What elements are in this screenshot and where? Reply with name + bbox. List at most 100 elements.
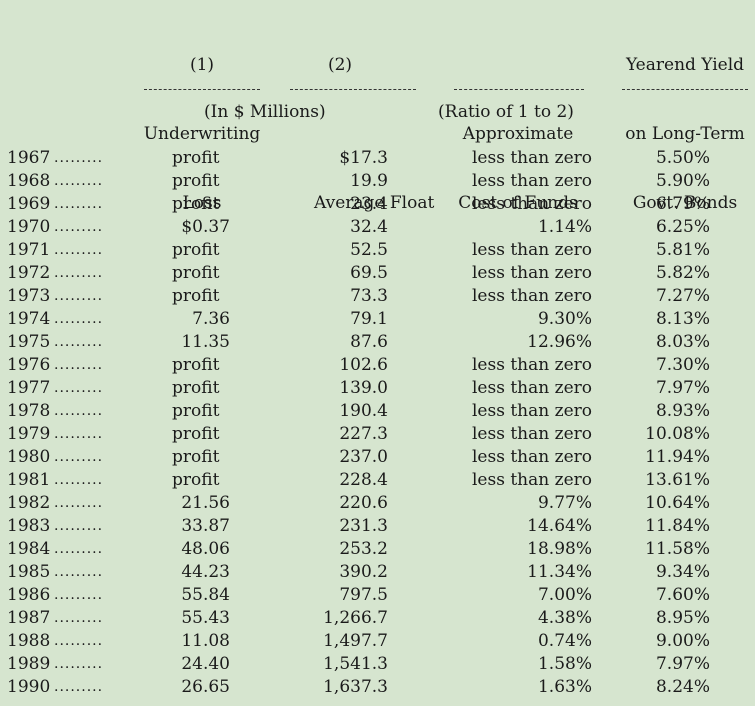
cost-of-funds-cell: less than zero <box>472 401 592 421</box>
average-float-cell: 32.4 <box>350 217 388 237</box>
table-row: 1980......... profit 237.0 less than zero 11… <box>0 446 755 469</box>
table-body: 1967......... profit $17.3 less than zero 5.… <box>0 147 755 699</box>
underwriting-loss-cell: $0.37 <box>181 217 230 237</box>
underwriting-loss-cell: 11.08 <box>181 631 230 651</box>
underwriting-loss-cell: 55.84 <box>181 585 230 605</box>
underwriting-loss-cell: profit <box>172 447 220 467</box>
header-rule-col2 <box>290 89 416 90</box>
average-float-cell: 69.5 <box>350 263 388 283</box>
header-cost-of-funds: Approximate Cost of Funds <box>440 8 596 261</box>
underwriting-loss-cell: 55.43 <box>181 608 230 628</box>
average-float-cell: 190.4 <box>339 401 388 421</box>
average-float-cell: 253.2 <box>339 539 388 559</box>
average-float-cell: 390.2 <box>339 562 388 582</box>
table-row: 1969......... profit 23.4 less than zero 6.7… <box>0 193 755 216</box>
bond-yield-cell: 9.00% <box>655 631 710 651</box>
cost-of-funds-cell: 9.77% <box>537 493 592 513</box>
leader-dots: ......... <box>54 426 104 442</box>
year-cell: 1988 <box>7 631 51 651</box>
table-row: 1984......... 48.06 253.2 18.98% 11.58% <box>0 538 755 561</box>
bond-yield-cell: 8.03% <box>655 332 710 352</box>
leader-dots: ......... <box>54 679 104 695</box>
average-float-cell: 23.4 <box>350 194 388 214</box>
cost-of-funds-cell: less than zero <box>472 378 592 398</box>
table-row: 1982......... 21.56 220.6 9.77% 10.64% <box>0 492 755 515</box>
bond-yield-cell: 7.97% <box>655 654 710 674</box>
cost-of-funds-cell: 7.00% <box>537 585 592 605</box>
underwriting-loss-cell: profit <box>172 378 220 398</box>
underwriting-loss-cell: 24.40 <box>181 654 230 674</box>
average-float-cell: 220.6 <box>339 493 388 513</box>
bond-yield-cell: 8.13% <box>655 309 710 329</box>
year-cell: 1971 <box>7 240 51 260</box>
underwriting-loss-cell: profit <box>172 263 220 283</box>
table-row: 1987......... 55.43 1,266.7 4.38% 8.95% <box>0 607 755 630</box>
bond-yield-cell: 7.30% <box>655 355 710 375</box>
bond-yield-cell: 11.94% <box>645 447 710 467</box>
bond-yield-cell: 5.50% <box>655 148 710 168</box>
cost-of-funds-cell: less than zero <box>472 447 592 467</box>
underwriting-loss-cell: 33.87 <box>181 516 230 536</box>
cost-of-funds-cell: 12.96% <box>527 332 592 352</box>
cost-of-funds-cell: less than zero <box>472 171 592 191</box>
cost-of-funds-cell: less than zero <box>472 240 592 260</box>
year-cell: 1986 <box>7 585 51 605</box>
year-cell: 1987 <box>7 608 51 628</box>
table-row: 1986......... 55.84 797.5 7.00% 7.60% <box>0 584 755 607</box>
bond-yield-cell: 10.64% <box>645 493 710 513</box>
bond-yield-cell: 13.61% <box>645 470 710 490</box>
leader-dots: ......... <box>54 150 104 166</box>
bond-yield-cell: 6.79% <box>655 194 710 214</box>
table-row: 1979......... profit 227.3 less than zero 10… <box>0 423 755 446</box>
average-float-cell: 79.1 <box>350 309 388 329</box>
table-row: 1989......... 24.40 1,541.3 1.58% 7.97% <box>0 653 755 676</box>
header-col1-line2: Loss <box>182 193 222 213</box>
year-cell: 1978 <box>7 401 51 421</box>
underwriting-loss-cell: 11.35 <box>181 332 230 352</box>
leader-dots: ......... <box>54 380 104 396</box>
header-col3-line1: Approximate <box>462 124 574 144</box>
table-row: 1983......... 33.87 231.3 14.64% 11.84% <box>0 515 755 538</box>
table-row: 1985......... 44.23 390.2 11.34% 9.34% <box>0 561 755 584</box>
header-bond-yield: Yearend Yield on Long-Term Govt. Bonds <box>616 8 754 261</box>
cost-of-funds-cell: 14.64% <box>527 516 592 536</box>
header-rule-col3 <box>454 89 584 90</box>
header-col2-line1 <box>284 123 402 146</box>
average-float-cell: 1,497.7 <box>323 631 388 651</box>
leader-dots: ......... <box>54 357 104 373</box>
cost-of-funds-cell: less than zero <box>472 470 592 490</box>
cost-of-funds-cell: 1.63% <box>537 677 592 697</box>
leader-dots: ......... <box>54 311 104 327</box>
leader-dots: ......... <box>54 219 104 235</box>
cost-of-funds-cell: less than zero <box>472 148 592 168</box>
underwriting-loss-cell: profit <box>172 401 220 421</box>
average-float-cell: 797.5 <box>339 585 388 605</box>
units-label-ratio: (Ratio of 1 to 2) <box>438 102 574 122</box>
table-row: 1981......... profit 228.4 less than zero 13… <box>0 469 755 492</box>
header-col1-number: (1) <box>189 55 215 75</box>
underwriting-loss-cell: profit <box>172 470 220 490</box>
average-float-cell: 73.3 <box>350 286 388 306</box>
year-cell: 1974 <box>7 309 51 329</box>
header-col3-line2: Cost of Funds <box>458 193 578 213</box>
leader-dots: ......... <box>54 518 104 534</box>
bond-yield-cell: 11.58% <box>645 539 710 559</box>
leader-dots: ......... <box>54 610 104 626</box>
underwriting-loss-cell: 21.56 <box>181 493 230 513</box>
header-col4-line2: Govt. Bonds <box>632 193 738 213</box>
cost-of-funds-cell: less than zero <box>472 424 592 444</box>
bond-yield-cell: 5.82% <box>655 263 710 283</box>
underwriting-loss-cell: profit <box>172 240 220 260</box>
bond-yield-cell: 9.34% <box>655 562 710 582</box>
year-cell: 1976 <box>7 355 51 375</box>
underwriting-loss-cell: profit <box>172 355 220 375</box>
underwriting-loss-cell: profit <box>172 286 220 306</box>
year-cell: 1977 <box>7 378 51 398</box>
cost-of-funds-cell: 11.34% <box>527 562 592 582</box>
bond-yield-cell: 5.81% <box>655 240 710 260</box>
year-cell: 1975 <box>7 332 51 352</box>
table-row: 1970......... $0.37 32.4 1.14% 6.25% <box>0 216 755 239</box>
table-row: 1974......... 7.36 79.1 9.30% 8.13% <box>0 308 755 331</box>
bond-yield-cell: 8.95% <box>655 608 710 628</box>
bond-yield-cell: 7.97% <box>655 378 710 398</box>
